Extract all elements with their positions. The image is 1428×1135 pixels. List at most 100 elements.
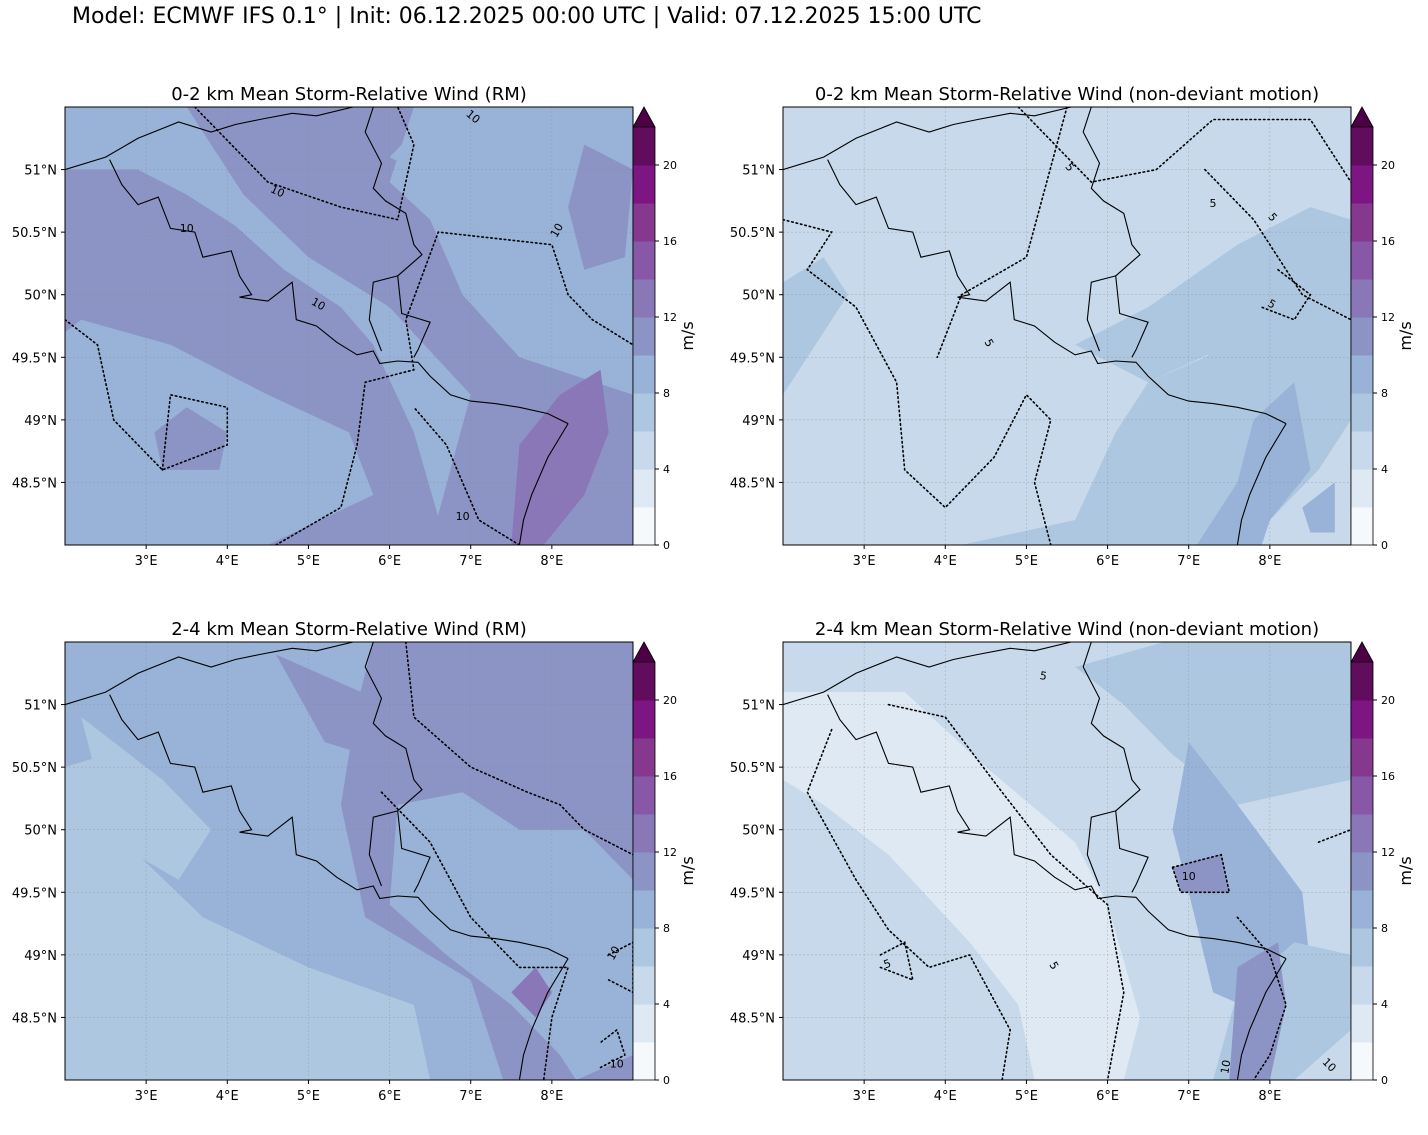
panel-0-2km-rm: 0-2 km Mean Storm-Relative Wind (RM) 10 10… xyxy=(0,80,700,600)
colorbar-segment xyxy=(1351,776,1373,815)
wind-speed-fill-region xyxy=(1075,207,1351,383)
wind-speed-fill-region xyxy=(154,407,228,470)
colorbar-segment xyxy=(1351,662,1373,701)
x-tick-label: 8°E xyxy=(1258,1089,1281,1104)
wind-speed-fill-region xyxy=(568,144,633,270)
colorbar-segment xyxy=(633,738,655,777)
panel-0-2km-non-deviant: 0-2 km Mean Storm-Relative Wind (non-dev… xyxy=(718,80,1418,600)
colorbar-segment xyxy=(633,852,655,891)
x-tick-label: 3°E xyxy=(135,554,158,569)
colorbar-segment xyxy=(633,431,655,470)
colorbar-segment xyxy=(633,814,655,853)
x-tick-label: 7°E xyxy=(459,1089,482,1104)
contour-line xyxy=(1260,268,1312,321)
contour-line xyxy=(275,231,633,545)
y-tick-label: 49.5°N xyxy=(730,886,775,901)
colorbar-tick-label: 8 xyxy=(1381,922,1388,935)
colorbar-segment xyxy=(633,890,655,929)
contour-label: 10 xyxy=(1218,1059,1233,1075)
colorbar-segment xyxy=(633,279,655,318)
x-tick-label: 6°E xyxy=(378,554,401,569)
x-tick-label: 5°E xyxy=(1015,1089,1038,1104)
colorbar-tick-label: 8 xyxy=(1381,387,1388,400)
colorbar: 0 4 8 12 16 20 m/s xyxy=(632,641,697,1087)
y-tick-label: 48.5°N xyxy=(730,1011,775,1026)
contour-line xyxy=(1171,853,1231,894)
colorbar-segment xyxy=(1351,966,1373,1005)
colorbar-tick-label: 8 xyxy=(663,922,670,935)
colorbar-segment xyxy=(1351,738,1373,777)
country-borders xyxy=(65,642,569,1080)
colorbar-segment xyxy=(633,317,655,356)
colorbar-tick-label: 12 xyxy=(1381,311,1395,324)
wind-speed-field xyxy=(783,642,1351,1080)
colorbar-segment xyxy=(633,203,655,242)
y-tick-label: 49.5°N xyxy=(12,351,57,366)
wind-speed-field xyxy=(65,642,633,1080)
wind-speed-fill-region xyxy=(783,692,1140,1080)
contour-line xyxy=(380,791,570,1080)
colorbar-segment xyxy=(1351,852,1373,891)
colorbar: 0 4 8 12 16 20 m/s xyxy=(1350,641,1415,1087)
border-line xyxy=(783,642,1072,706)
colorbar-label: m/s xyxy=(1396,321,1415,350)
colorbar-tick-label: 4 xyxy=(1381,998,1388,1011)
colorbar-tick-label: 8 xyxy=(663,387,670,400)
colorbar-segment xyxy=(633,355,655,394)
colorbar-segment xyxy=(633,393,655,432)
colorbar-segment xyxy=(633,1042,655,1081)
contour-label: 10 xyxy=(456,510,470,523)
wind-speed-fill-region xyxy=(186,107,633,545)
wind-speed-fill-region xyxy=(783,257,848,395)
colorbar-segment xyxy=(1351,127,1373,166)
x-tick-label: 7°E xyxy=(1177,1089,1200,1104)
wind-speed-fill-region xyxy=(65,754,431,1080)
colorbar-segment xyxy=(1351,279,1373,318)
y-tick-label: 50°N xyxy=(742,824,775,839)
contour-label: 5 xyxy=(882,957,893,972)
colorbar-segment xyxy=(1351,1042,1373,1081)
panel-2-4km-rm: 2-4 km Mean Storm-Relative Wind (RM) 10 10… xyxy=(0,615,700,1135)
colorbar-tick-label: 12 xyxy=(663,311,677,324)
colorbar-tick-label: 12 xyxy=(1381,846,1395,859)
x-tick-label: 6°E xyxy=(378,1089,401,1104)
colorbar-segment xyxy=(1351,165,1373,204)
colorbar-tick-label: 0 xyxy=(663,539,670,552)
y-tick-label: 49.5°N xyxy=(730,351,775,366)
x-tick-label: 5°E xyxy=(1015,554,1038,569)
wind-speed-fill-region xyxy=(1075,642,1351,805)
y-tick-label: 50°N xyxy=(24,824,57,839)
contour-label: 10 xyxy=(268,183,286,201)
border-line xyxy=(65,107,354,171)
colorbar-label: m/s xyxy=(678,856,697,885)
contour-line xyxy=(783,218,1052,545)
colorbar-segment xyxy=(1351,1004,1373,1043)
contour-line xyxy=(1236,916,1287,1080)
colorbar-extend-arrow xyxy=(632,641,656,663)
panel-0-2km-non-deviant-plot: 0-2 km Mean Storm-Relative Wind (non-dev… xyxy=(730,84,1415,569)
contour-lines xyxy=(806,703,1351,1080)
border-line xyxy=(783,107,1072,171)
contour-line xyxy=(194,107,415,221)
colorbar-tick-label: 20 xyxy=(1381,694,1395,707)
y-tick-label: 48.5°N xyxy=(730,476,775,491)
country-borders xyxy=(65,107,569,545)
border-line xyxy=(1086,275,1116,352)
border-line xyxy=(109,159,569,425)
colorbar-extend-arrow xyxy=(1350,106,1374,128)
contour-line xyxy=(887,703,1125,1080)
y-tick-label: 51°N xyxy=(742,164,775,179)
colorbar-tick-label: 12 xyxy=(663,846,677,859)
contour-line xyxy=(806,728,1012,1080)
colorbar-segment xyxy=(633,507,655,546)
colorbar-tick-label: 0 xyxy=(1381,539,1388,552)
y-tick-label: 49°N xyxy=(742,414,775,429)
contour-line xyxy=(607,941,633,994)
y-tick-label: 48.5°N xyxy=(12,1011,57,1026)
panel-2-4km-non-deviant-plot: 2-4 km Mean Storm-Relative Wind (non-dev… xyxy=(730,619,1415,1104)
colorbar-tick-label: 16 xyxy=(1381,770,1395,783)
border-line xyxy=(1082,642,1149,893)
map-gridlines xyxy=(65,642,633,1080)
contour-line xyxy=(936,107,1068,359)
x-tick-label: 4°E xyxy=(216,554,239,569)
